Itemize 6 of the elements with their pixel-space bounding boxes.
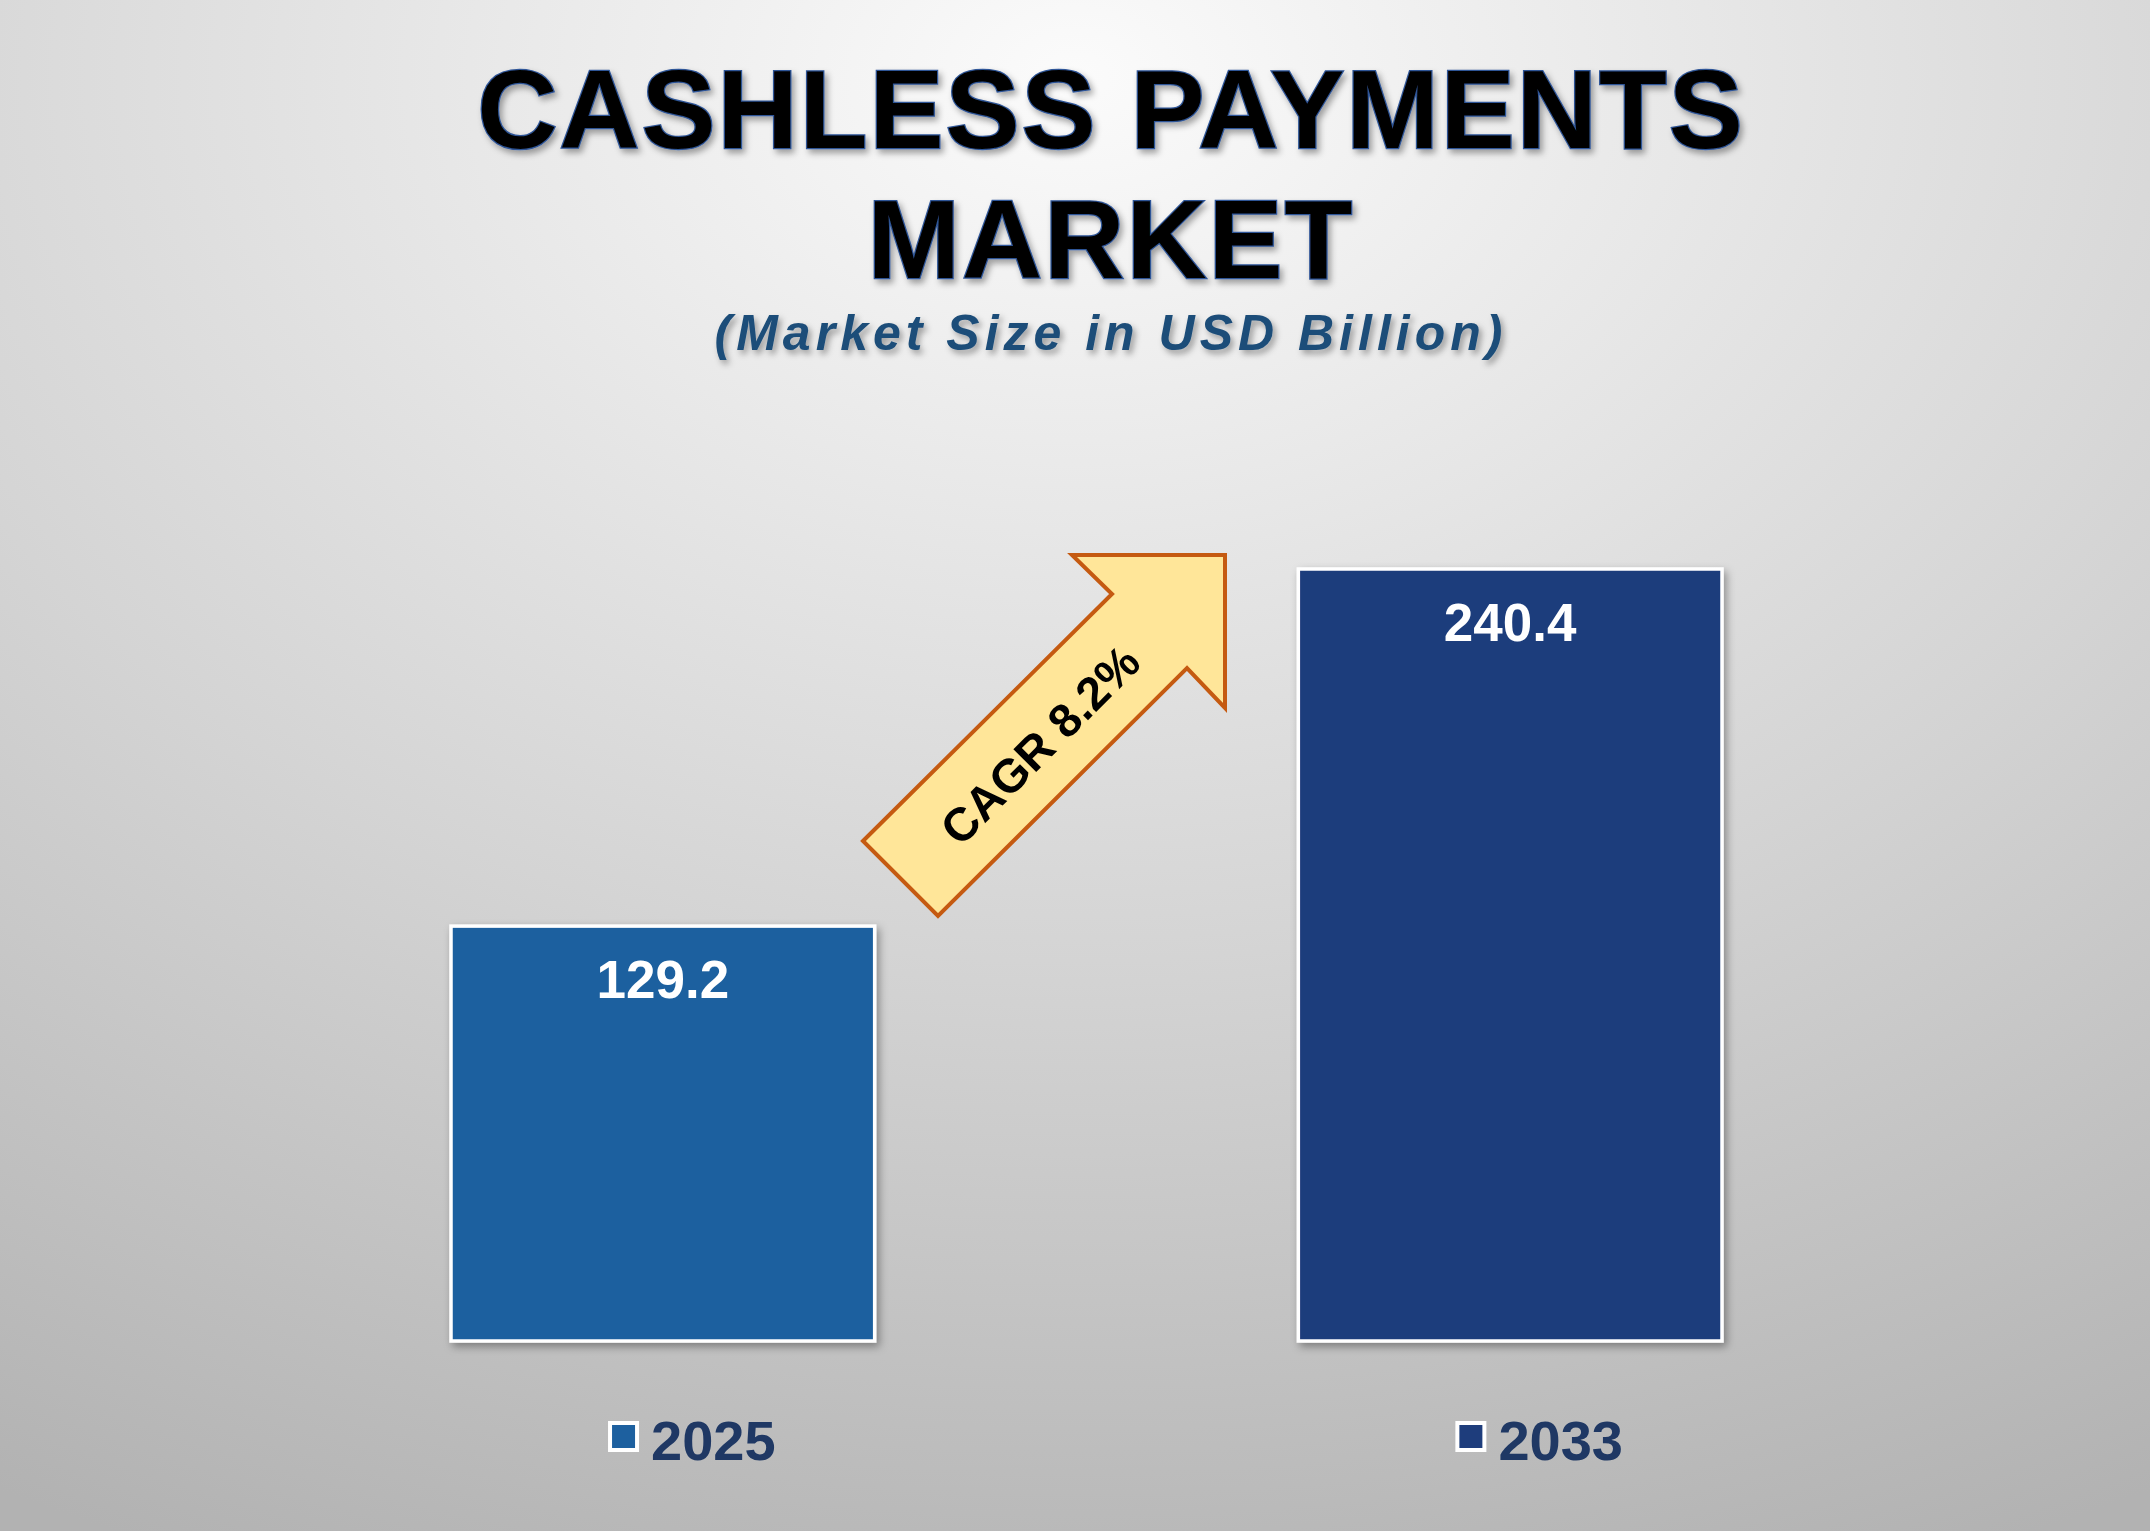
x-tick-label: 2033 (1498, 1409, 1623, 1472)
chart-title: CASHLESS PAYMENTS MARKET (477, 48, 1745, 302)
data-label: 129.2 (596, 950, 730, 1010)
chart-subtitle: (Market Size in USD Billion) (714, 305, 1508, 361)
data-label: 240.4 (1443, 593, 1577, 652)
x-tick-label: 2025 (651, 1409, 776, 1472)
